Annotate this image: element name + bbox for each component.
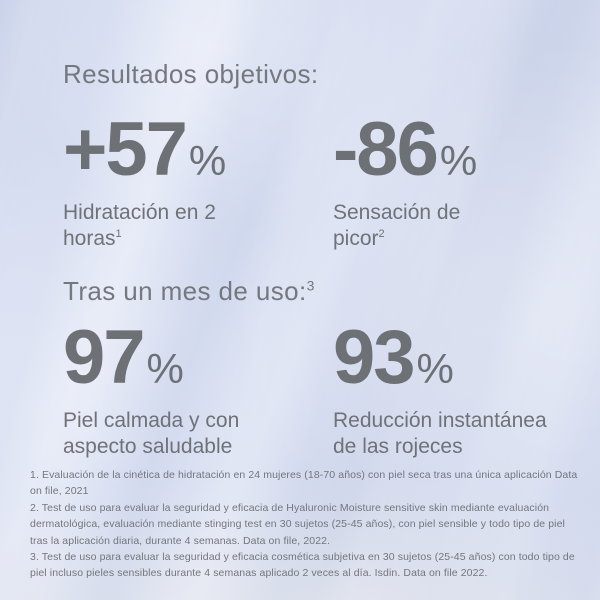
footnote-2: 2. Test de uso para evaluar la seguridad…	[30, 501, 565, 547]
percent-sign: %	[146, 345, 184, 392]
percent-sign: %	[188, 137, 227, 184]
after-month-heading: Tras un mes de uso:3	[63, 276, 315, 306]
footnote-1: 1. Evaluación de la cinética de hidratac…	[30, 469, 578, 498]
stat-hydration: +57% Hidratación en 2 horas1	[63, 112, 333, 252]
percent-sign: %	[439, 137, 478, 184]
footnotes: 1. Evaluación de la cinética de hidratac…	[30, 467, 578, 582]
stat-redness: 93% Reducción instantánea de las rojeces	[333, 320, 600, 460]
footnote-ref-2: 2	[378, 228, 385, 240]
stat-calm-skin: 97% Piel calmada y con aspecto saludable	[63, 320, 333, 460]
footnote-ref-3: 3	[306, 277, 315, 294]
stat-itching-number: -86	[333, 107, 439, 192]
stat-redness-value: 93%	[333, 320, 600, 396]
footnote-ref-1: 1	[115, 228, 122, 240]
stat-hydration-value: +57%	[63, 112, 333, 188]
objective-results-heading: Resultados objetivos:	[63, 59, 319, 89]
stat-hydration-label: Hidratación en 2 horas1	[63, 201, 216, 250]
stat-redness-label: Reducción instantánea de las rojeces	[333, 409, 547, 458]
stat-calm-skin-number: 97	[63, 315, 146, 400]
stat-itching: -86% Sensación de picor2	[333, 112, 600, 252]
stat-hydration-number: +57	[63, 107, 188, 192]
stat-calm-skin-value: 97%	[63, 320, 333, 396]
footnote-3: 3. Test de uso para evaluar la seguridad…	[30, 551, 575, 580]
stat-itching-label: Sensación de picor2	[333, 201, 461, 250]
percent-sign: %	[416, 345, 454, 392]
stat-calm-skin-label: Piel calmada y con aspecto saludable	[63, 409, 240, 458]
stat-itching-value: -86%	[333, 112, 600, 188]
stat-redness-number: 93	[333, 315, 416, 400]
